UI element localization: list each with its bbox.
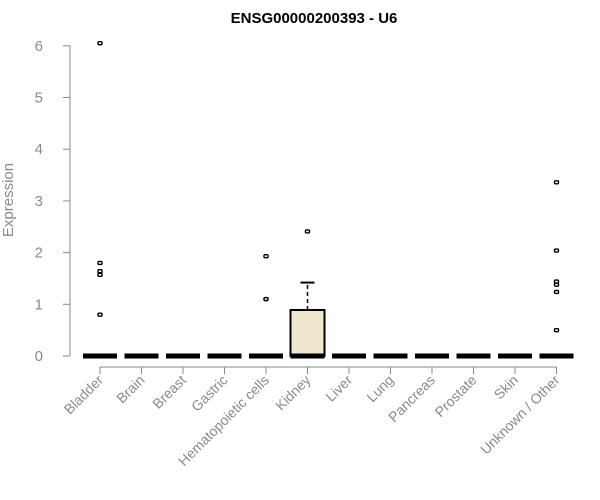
box-hematopoietic-cells	[249, 254, 283, 359]
x-tick-label: Unknown / Other	[477, 372, 563, 458]
y-tick-label: 3	[35, 193, 43, 210]
box-kidney	[289, 229, 326, 359]
box-bladder	[83, 41, 117, 359]
outlier-point	[97, 260, 103, 266]
outlier-point	[263, 254, 269, 259]
y-tick-label: 2	[35, 245, 43, 262]
x-tick-label: Prostate	[431, 372, 479, 420]
x-tick-label: Lung	[363, 372, 396, 405]
x-tick-label: Kidney	[272, 372, 314, 414]
outlier-point	[263, 296, 269, 302]
outlier-point	[553, 289, 560, 295]
outlier-point	[97, 312, 103, 317]
outlier-point	[97, 41, 103, 46]
y-axis: 0 1 2 3 4 5 6	[35, 38, 71, 365]
x-tick-label: Bladder	[61, 372, 107, 418]
box-body	[289, 308, 326, 357]
y-tick-label: 6	[35, 38, 43, 55]
y-axis-label: Expression	[0, 163, 17, 237]
x-tick-label: Skin	[491, 372, 522, 403]
y-tick-label: 4	[35, 141, 43, 158]
outlier-point	[553, 327, 560, 333]
outlier-point	[97, 272, 103, 278]
box-series	[83, 41, 574, 359]
x-tick-label: Liver	[322, 372, 355, 405]
outlier-point	[553, 180, 560, 185]
y-tick-label: 0	[35, 348, 43, 365]
x-tick-label: Brain	[113, 372, 147, 406]
outlier-point	[97, 269, 103, 274]
chart-title: ENSG00000200393 - U6	[231, 10, 398, 27]
outlier-point	[553, 279, 560, 284]
box-unknown-other	[539, 180, 574, 359]
y-tick-label: 1	[35, 296, 43, 313]
outlier-point	[553, 248, 560, 253]
outlier-point	[304, 229, 311, 234]
y-tick-label: 5	[35, 90, 43, 107]
x-tick-label: Breast	[149, 372, 189, 412]
